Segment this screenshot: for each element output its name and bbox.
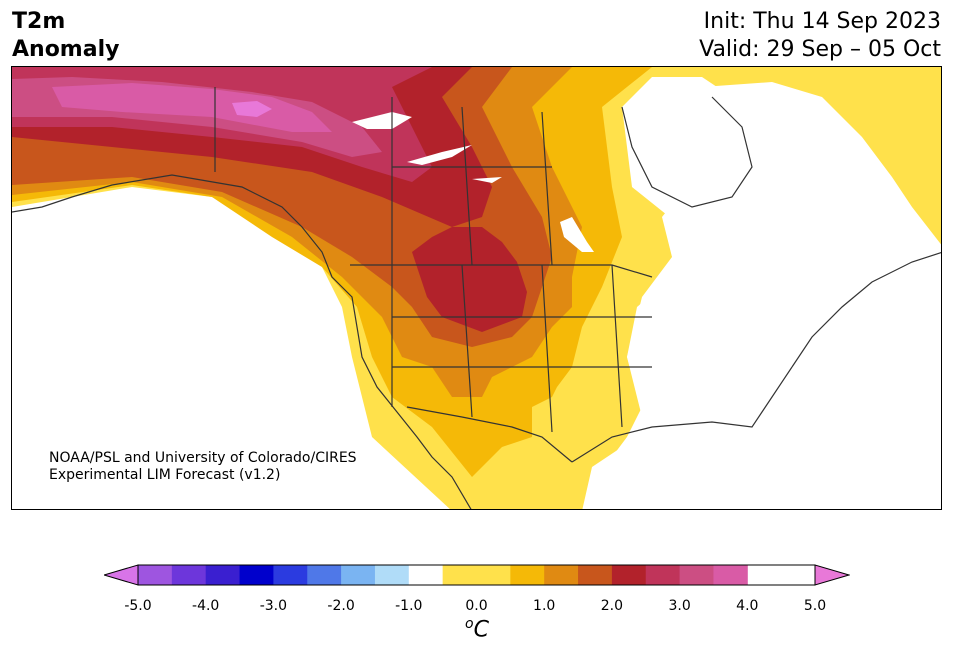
colorbar-tick-label: -3.0 — [259, 598, 288, 614]
colorbar-swatch — [239, 565, 274, 585]
anomaly-fields — [12, 67, 941, 509]
east-coast — [791, 252, 941, 368]
colorbar-swatch — [679, 565, 714, 585]
colorbar-swatch — [341, 565, 376, 585]
colorbar-swatch — [408, 565, 444, 585]
colorbar-swatch — [611, 565, 647, 585]
colorbar-tick-label: -2.0 — [327, 598, 355, 614]
colorbar-swatch — [138, 565, 173, 585]
colorbar — [104, 564, 850, 586]
anomaly-neutral-east — [602, 82, 941, 509]
colorbar-unit: oC — [465, 616, 489, 642]
colorbar-swatches — [138, 565, 748, 585]
colorbar-under-arrow — [104, 564, 139, 586]
colorbar-swatch — [442, 565, 511, 585]
lake-winnipeg — [560, 217, 594, 252]
forecast-dates: Init: Thu 14 Sep 2023 Valid: 29 Sep – 05… — [699, 8, 941, 64]
province-lines — [391, 97, 553, 266]
credit-line-1: NOAA/PSL and University of Colorado/CIRE… — [49, 450, 357, 466]
colorbar-frame — [137, 564, 816, 586]
great-bear-lake — [352, 112, 412, 129]
colorbar-tick-label: 3.0 — [668, 598, 691, 614]
lake-athabasca — [472, 177, 502, 183]
credit-text: NOAA/PSL and University of Colorado/CIRE… — [49, 450, 357, 484]
colorbar-tick-label: 2.0 — [600, 598, 624, 614]
map-title: T2m Anomaly — [12, 8, 119, 64]
valid-date: Valid: 29 Sep – 05 Oct — [699, 37, 941, 62]
gulf-coast — [571, 366, 793, 463]
colorbar-swatch — [645, 565, 681, 585]
colorbar-tick-label: 1.0 — [533, 598, 556, 614]
unit-degree: o — [465, 616, 474, 632]
anomaly-map — [11, 66, 942, 510]
colorbar-swatch — [510, 565, 545, 585]
colorbar-swatch — [578, 565, 613, 585]
colorbar-swatch — [374, 565, 410, 585]
hudson-bay — [621, 96, 753, 208]
boundaries — [12, 87, 941, 509]
credit-line-2: Experimental LIM Forecast (v1.2) — [49, 467, 281, 483]
colorbar-swatch — [307, 565, 342, 585]
unit-letter: C — [473, 617, 489, 643]
map-svg — [12, 67, 941, 509]
colorbar-ticks: -5.0 -4.0 -3.0 -2.0 -1.0 0.0 1.0 2.0 3.0 4.0 5.0 — [0, 598, 953, 618]
us-mexico-border — [406, 406, 573, 463]
state-lines — [391, 264, 652, 433]
colorbar-tick-label: -5.0 — [124, 598, 152, 614]
colorbar-swatch — [544, 565, 579, 585]
west-coastline — [12, 174, 472, 509]
colorbar-over-arrow — [814, 564, 850, 586]
colorbar-tick-label: 0.0 — [465, 598, 488, 614]
colorbar-swatch — [273, 565, 308, 585]
colorbar-tick-label: 5.0 — [803, 598, 827, 614]
colorbar-tick-label: 4.0 — [736, 598, 759, 614]
init-date: Init: Thu 14 Sep 2023 — [703, 9, 941, 34]
title-line-2: Anomaly — [12, 37, 120, 62]
anomaly-band-4p5 — [52, 83, 332, 132]
colorbar-swatch — [171, 565, 207, 585]
great-slave-lake — [407, 145, 472, 165]
colorbar-tick-label: -4.0 — [192, 598, 220, 614]
title-line-1: T2m — [12, 9, 66, 34]
colorbar-tick-label: -1.0 — [395, 598, 423, 614]
anomaly-band-5p0 — [232, 101, 272, 117]
colorbar-swatch — [713, 565, 748, 585]
colorbar-swatch — [205, 565, 241, 585]
